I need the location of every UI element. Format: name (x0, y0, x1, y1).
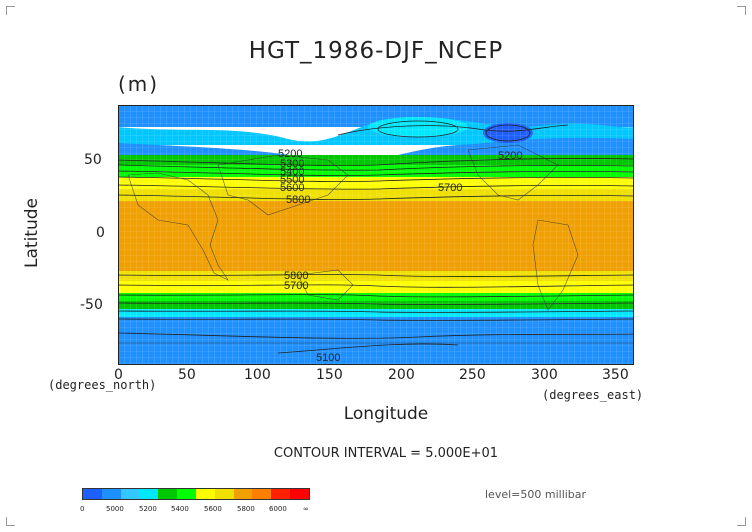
x-tick-label: 250 (459, 367, 486, 383)
colorbar-swatch (271, 489, 291, 499)
contour-label: 5700 (438, 182, 462, 194)
colorbar-label: ∞ (303, 505, 309, 513)
contour-labels: 5200 5300 5400 5500 5600 5700 5800 5100 … (278, 148, 522, 364)
map-plot: 5200 5300 5400 5500 5600 5700 5800 5100 … (118, 105, 634, 365)
colorbar-label: 5000 (106, 505, 124, 513)
x-unit-label: (degrees_east) (542, 388, 644, 402)
x-tick-label: 200 (388, 367, 415, 383)
contour-label: 5200 (498, 150, 522, 162)
y-tick-label: 0 (96, 225, 105, 241)
colorbar-swatch (214, 489, 234, 499)
contour-lines (118, 120, 634, 354)
corner-mark-tl (6, 6, 15, 15)
colorbar-label: 0 (80, 505, 85, 513)
units-label: (m) (118, 72, 160, 96)
colorbar-swatch (233, 489, 253, 499)
x-tick-label: 100 (244, 367, 271, 383)
x-axis-label: Longitude (343, 404, 429, 424)
x-tick-label: 50 (178, 367, 196, 383)
contour-label: 5100 (316, 352, 340, 364)
x-tick-label: 150 (316, 367, 343, 383)
contour-label: 5300 (280, 158, 304, 170)
corner-mark-bl (6, 517, 15, 526)
x-tick-label: 0 (114, 367, 123, 383)
colorbar-label: 5200 (139, 505, 157, 513)
colorbar-swatch (195, 489, 215, 499)
colorbar-label: 5400 (171, 505, 189, 513)
colorbar-swatch (158, 489, 178, 499)
y-unit-label: (degrees_north) (48, 378, 157, 392)
colorbar-swatch (139, 489, 159, 499)
colorbar-label: 5600 (204, 505, 222, 513)
colorbar-swatch (120, 489, 140, 499)
level-note: level=500 millibar (485, 488, 587, 501)
y-tick-label: -50 (80, 297, 103, 313)
colorbar-swatch (252, 489, 272, 499)
y-axis-label: Latitude (22, 198, 42, 268)
contour-label: 5800 (286, 194, 310, 206)
contour-label: 5400 (280, 166, 304, 178)
colorbar-label: 6000 (269, 505, 287, 513)
colorbar (82, 488, 310, 500)
y-tick-label: 50 (84, 152, 102, 168)
contour-label: 5200 (278, 148, 302, 160)
page-title: HGT_1986-DJF_NCEP (248, 38, 504, 64)
contour-label: 5800 (284, 270, 308, 282)
colorbar-swatch (177, 489, 196, 499)
contour-interval-note: CONTOUR INTERVAL = 5.000E+01 (273, 446, 499, 461)
coastlines (118, 144, 634, 344)
corner-mark-tr (737, 6, 746, 15)
colorbar-swatch (83, 489, 102, 499)
x-tick-label: 350 (602, 367, 629, 383)
contour-label: 5700 (284, 280, 308, 292)
colorbar-label: 5800 (237, 505, 255, 513)
plot-frame (118, 105, 634, 365)
colorbar-swatch (101, 489, 121, 499)
contour-label: 5500 (280, 174, 304, 186)
colorbar-swatch (290, 489, 309, 499)
x-tick-label: 300 (531, 367, 558, 383)
contour-label: 5600 (280, 182, 304, 194)
corner-mark-br (737, 517, 746, 526)
